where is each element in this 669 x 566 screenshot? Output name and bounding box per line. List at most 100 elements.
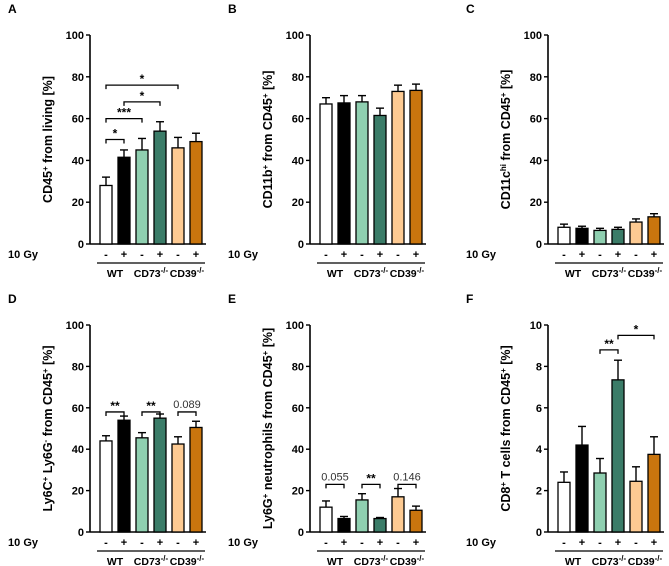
significance-bracket (177, 411, 197, 416)
superscript: - (41, 439, 50, 442)
text-segment: [%] (261, 328, 275, 351)
text-segment: CD45 (41, 171, 55, 203)
text-segment: CD39 (170, 556, 197, 566)
superscript: + (261, 493, 270, 498)
treatment-sign: + (377, 249, 383, 261)
treatment-sign: + (193, 249, 199, 261)
text-segment: from CD45 (41, 373, 55, 440)
treatment-sign: - (140, 249, 144, 261)
group-label: CD39-/- (170, 266, 205, 281)
treatment-sign: + (157, 537, 163, 549)
panel-letter: D (8, 292, 17, 306)
superscript: -/- (619, 266, 627, 275)
text-segment: CD73 (354, 556, 381, 566)
treatment-sign: - (140, 537, 144, 549)
treatment-sign: - (324, 537, 328, 549)
panel-letter: B (228, 2, 237, 16)
superscript: + (261, 165, 270, 170)
superscript: + (261, 350, 270, 355)
significance-label: * (140, 89, 145, 103)
treatment-label: 10 Gy (228, 537, 259, 549)
y-tick-label: 0 (298, 239, 304, 251)
text-segment: CD11b (261, 169, 275, 208)
y-axis-label: CD45+ from living [%] (41, 76, 56, 203)
treatment-label: 10 Gy (466, 249, 497, 261)
treatment-sign: + (193, 537, 199, 549)
significance-bracket (141, 411, 161, 416)
group-label: CD73-/- (354, 266, 389, 281)
bar-cd39- (171, 443, 185, 533)
significance-bracket (617, 334, 655, 340)
y-axis-label: Ly6G+ neutrophils from CD45+ [%] (261, 328, 276, 529)
y-tick-label: 100 (524, 30, 542, 42)
group-label: WT (565, 556, 582, 566)
y-tick-label: 60 (292, 403, 304, 415)
group-label: WT (107, 556, 124, 566)
superscript: -/- (381, 554, 389, 563)
superscript: -/- (655, 554, 663, 563)
text-segment: WT (327, 268, 344, 280)
treatment-sign: - (104, 537, 108, 549)
superscript: + (41, 476, 50, 481)
y-tick-label: 40 (72, 444, 84, 456)
superscript: + (41, 166, 50, 171)
treatment-sign: + (615, 537, 621, 549)
treatment-sign: + (157, 249, 163, 261)
group-label: CD73-/- (354, 554, 389, 566)
y-tick-label: 20 (72, 197, 84, 209)
treatment-label: 10 Gy (466, 537, 497, 549)
bar-cd39- (171, 147, 185, 245)
y-tick-label: 80 (72, 361, 84, 373)
superscript: -/- (161, 266, 169, 275)
bar-cd39+ (409, 89, 423, 245)
bar-wt- (557, 481, 571, 533)
superscript: + (261, 93, 270, 98)
superscript: + (499, 482, 508, 487)
bar-cd39- (629, 480, 643, 533)
treatment-sign: - (360, 249, 364, 261)
significance-label: 0.089 (173, 399, 201, 411)
text-segment: CD73 (134, 268, 161, 280)
treatment-sign: - (634, 249, 638, 261)
group-label: WT (327, 556, 344, 566)
bar-wt- (557, 226, 571, 245)
significance-label: * (140, 72, 145, 86)
bar-cd39+ (647, 216, 661, 245)
treatment-sign: - (324, 249, 328, 261)
superscript: -/- (417, 266, 425, 275)
treatment-label: 10 Gy (8, 537, 39, 549)
y-tick-label: 80 (530, 72, 542, 84)
treatment-sign: + (377, 537, 383, 549)
superscript: -/- (417, 554, 425, 563)
text-segment: CD73 (134, 556, 161, 566)
bar-cd39- (629, 221, 643, 245)
text-segment: T cells from CD45 (499, 373, 513, 482)
group-label: CD73-/- (592, 266, 627, 281)
group-label: CD39-/- (170, 554, 205, 566)
superscript: -/- (619, 554, 627, 563)
y-tick-label: 60 (72, 114, 84, 126)
y-tick-label: 0 (536, 239, 542, 251)
treatment-sign: - (104, 249, 108, 261)
group-label: CD39-/- (628, 554, 663, 566)
text-segment: from CD45 (261, 98, 275, 165)
text-segment: CD73 (592, 556, 619, 566)
treatment-sign: + (341, 537, 347, 549)
y-tick-label: 20 (530, 197, 542, 209)
significance-label: ** (604, 337, 614, 351)
group-label: CD39-/- (628, 266, 663, 281)
significance-bracket (123, 101, 161, 106)
y-tick-label: 4 (536, 444, 543, 456)
bar-cd73+ (153, 130, 167, 245)
bar-wt+ (117, 156, 131, 245)
y-tick-label: 0 (78, 239, 84, 251)
y-tick-label: 80 (292, 361, 304, 373)
bar-wt- (99, 440, 113, 533)
treatment-sign: + (651, 537, 657, 549)
y-tick-label: 6 (536, 403, 542, 415)
bar-wt- (319, 506, 333, 533)
